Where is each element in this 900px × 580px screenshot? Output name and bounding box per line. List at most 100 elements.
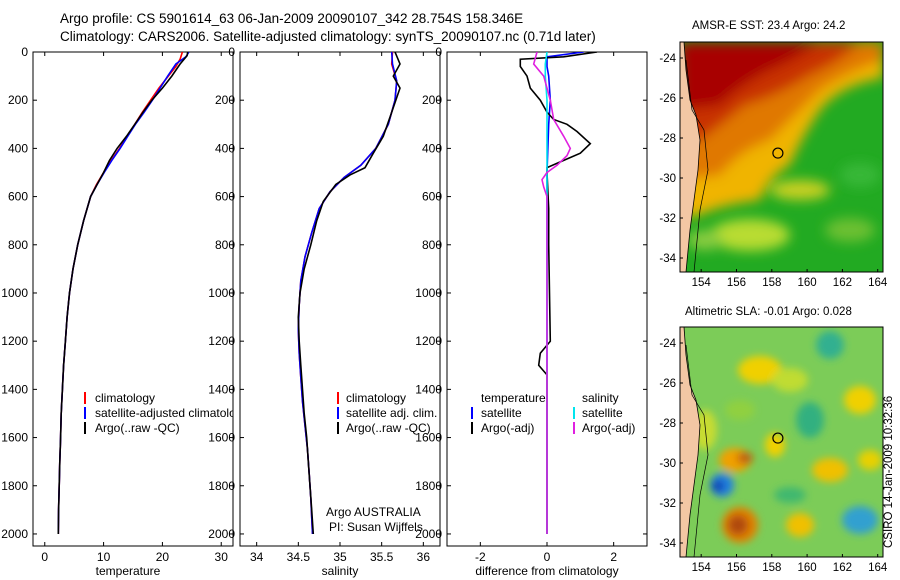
temperature-ytick-label: 400 — [8, 141, 28, 155]
salinity-ytick-label: 1400 — [208, 382, 235, 396]
salinity-x-ticks: 34 34.5 35 35.5 36 — [250, 52, 430, 564]
sst-map-xtick-label: 154 — [692, 277, 712, 289]
salinity-ytick-label: 600 — [215, 190, 235, 204]
sla-map-xtick-label: 162 — [833, 562, 852, 574]
salinity-xtick-label: 35 — [333, 550, 347, 564]
sla-map-profile-marker — [772, 432, 784, 444]
temperature-ytick-label: 1400 — [1, 382, 28, 396]
legend-heading-salinity: salinity — [582, 391, 619, 405]
salinity-lines — [297, 52, 401, 535]
sst-map-xtick-label: 164 — [868, 277, 888, 289]
difference-ytick-label: 1000 — [415, 286, 442, 300]
sla-map-ytick-label: -30 — [659, 458, 676, 470]
difference-y-ticks: 0 200 400 600 800 1000 1200 1400 1600 1800 2000 — [415, 45, 647, 541]
sst-map-x-ticks: 154 156 158 160 162 164 — [692, 269, 888, 289]
legend-label-satellite: satellite-adjusted climatology — [95, 406, 248, 420]
credit-timestamp: CSIRO 14-Jan-2009 10:32:36 — [883, 395, 895, 548]
difference-lines — [519, 52, 598, 534]
figure-title-line2: Climatology: CARS2006. Satellite-adjuste… — [60, 29, 596, 44]
legend-label-satellite: satellite adj. clim. — [346, 406, 437, 420]
difference-ytick-label: 0 — [435, 45, 442, 59]
salinity-ytick-label: 1000 — [208, 286, 235, 300]
sla-map-ytick-label: -24 — [659, 338, 676, 350]
sla-map-ytick-label: -34 — [659, 538, 676, 550]
temperature-xtick-label: 0 — [41, 550, 48, 564]
salinity-ytick-label: 400 — [215, 141, 235, 155]
temperature-ytick-label: 1200 — [1, 334, 28, 348]
temperature-xlabel: temperature — [96, 564, 161, 578]
temperature-ytick-label: 1800 — [1, 479, 28, 493]
temperature-xtick-label: 10 — [97, 550, 111, 564]
sst-map: 154 156 158 160 162 164 -24 -26 -28 -30 -32 -34 — [659, 41, 888, 289]
salinity-series-argo-raw-qc — [297, 52, 401, 535]
sst-map-ytick-label: -28 — [659, 133, 676, 145]
difference-ytick-label: 1800 — [415, 479, 442, 493]
sst-map-ytick-label: -32 — [659, 213, 676, 225]
legend-label-sal-argo: Argo(-adj) — [582, 421, 635, 435]
sla-map-x-ticks: 154 156 158 160 162 164 — [692, 554, 888, 574]
salinity-ytick-label: 0 — [228, 45, 235, 59]
difference-ytick-label: 1600 — [415, 431, 442, 445]
sst-map-land — [680, 42, 701, 272]
temperature-ytick-label: 0 — [21, 45, 28, 59]
sst-map-ytick-label: -26 — [659, 93, 676, 105]
temperature-ytick-label: 1600 — [1, 431, 28, 445]
salinity-ytick-label: 200 — [215, 93, 235, 107]
legend-label-temp-satellite: satellite — [481, 406, 522, 420]
temperature-ytick-label: 600 — [8, 190, 28, 204]
salinity-xlabel: salinity — [322, 564, 359, 578]
salinity-ytick-label: 1600 — [208, 431, 235, 445]
legend-label-argo: Argo(..raw -QC) — [95, 421, 180, 435]
difference-ytick-label: 800 — [422, 238, 442, 252]
sst-map-ytick-label: -34 — [659, 253, 676, 265]
sla-map-xtick-label: 158 — [762, 562, 781, 574]
sla-map-xtick-label: 156 — [727, 562, 746, 574]
sla-map-xtick-label: 154 — [692, 562, 712, 574]
sla-map-ytick-label: -26 — [659, 378, 676, 390]
sst-map-frame — [679, 41, 884, 273]
difference-xtick-label: 0 — [544, 550, 551, 564]
sla-map-y-ticks: -24 -26 -28 -30 -32 -34 — [659, 338, 683, 550]
difference-ytick-label: 400 — [422, 141, 442, 155]
sst-map-xtick-label: 156 — [727, 277, 746, 289]
temperature-ytick-label: 2000 — [1, 527, 28, 541]
sst-map-ytick-label: -24 — [659, 53, 676, 65]
difference-ytick-label: 200 — [422, 93, 442, 107]
sst-map-title: AMSR-E SST: 23.4 Argo: 24.2 — [692, 20, 846, 32]
difference-series-salinity-argo-adj — [532, 52, 572, 534]
difference-xtick-label: 2 — [610, 550, 617, 564]
legend-label-temp-argo: Argo(-adj) — [481, 421, 534, 435]
sst-map-profile-marker — [772, 147, 784, 159]
difference-legend: temperature satellite Argo(-adj) salinit… — [471, 391, 635, 435]
temperature-panel: 0 200 400 600 800 1000 1200 1400 1600 1800 2000 0 1… — [1, 45, 248, 578]
sla-map-title: Altimetric SLA: -0.01 Argo: 0.028 — [685, 306, 852, 318]
difference-ytick-label: 2000 — [415, 527, 442, 541]
salinity-ytick-label: 800 — [215, 238, 235, 252]
temperature-series-argo-raw-qc — [57, 52, 189, 535]
temperature-ytick-label: 1000 — [1, 286, 28, 300]
temperature-lines — [57, 52, 190, 535]
difference-xlabel: difference from climatology — [475, 564, 618, 578]
annotation-pi: PI: Susan Wijffels — [329, 520, 423, 534]
sst-map-xtick-label: 160 — [798, 277, 817, 289]
salinity-xtick-label: 36 — [417, 550, 431, 564]
difference-ytick-label: 1200 — [415, 334, 442, 348]
legend-label-argo: Argo(..raw -QC) — [346, 421, 431, 435]
difference-panel: 0 200 400 600 800 1000 1200 1400 1600 1800 2000 -2… — [415, 45, 648, 578]
salinity-xtick-label: 34.5 — [287, 550, 311, 564]
salinity-axes-frame — [239, 51, 441, 547]
temperature-y-ticks: 0 200 400 600 800 1000 1200 1400 1600 1800 2000 — [1, 45, 233, 541]
salinity-xtick-label: 34 — [250, 550, 264, 564]
salinity-xtick-label: 35.5 — [370, 550, 394, 564]
annotation-program: Argo AUSTRALIA — [326, 505, 421, 519]
salinity-ytick-label: 1200 — [208, 334, 235, 348]
temperature-axes-frame — [32, 51, 234, 547]
legend-label-climatology: climatology — [95, 391, 155, 405]
sla-map-xtick-label: 160 — [798, 562, 817, 574]
sst-map-xtick-label: 158 — [762, 277, 781, 289]
legend-heading-temperature: temperature — [481, 391, 546, 405]
difference-ytick-label: 600 — [422, 190, 442, 204]
temperature-legend: climatology satellite-adjusted climatolo… — [84, 391, 248, 435]
